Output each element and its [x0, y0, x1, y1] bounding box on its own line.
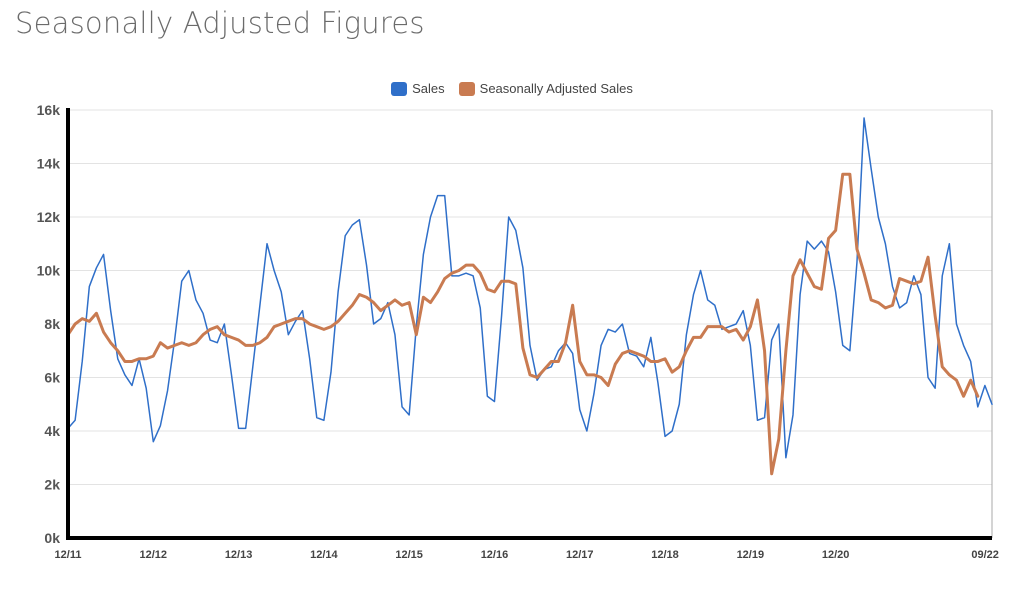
x-tick-label: 12/11 [55, 549, 82, 561]
y-tick-label: 14k [37, 156, 61, 172]
y-tick-label: 0k [44, 530, 60, 546]
chart-legend: Sales Seasonally Adjusted Sales [0, 81, 1024, 96]
y-tick-label: 16k [37, 102, 61, 118]
x-tick-label: 12/14 [310, 549, 338, 561]
x-tick-label: 12/13 [225, 549, 253, 561]
x-tick-label: 12/12 [140, 549, 168, 561]
legend-swatch-seasonally-adjusted [458, 81, 475, 96]
legend-item-sales[interactable]: Sales [391, 81, 445, 96]
legend-label-sales: Sales [412, 81, 445, 96]
y-tick-label: 8k [44, 316, 60, 332]
x-tick-label: 12/19 [737, 549, 765, 561]
y-tick-label: 2k [44, 477, 60, 493]
legend-label-seasonally-adjusted: Seasonally Adjusted Sales [479, 81, 633, 96]
x-tick-label: 12/15 [395, 549, 423, 561]
x-tick-label: 09/22 [971, 549, 999, 561]
x-tick-label: 12/18 [651, 549, 679, 561]
series-line-seasonally-adjusted [66, 172, 980, 476]
series-line-sales [67, 117, 993, 459]
y-tick-label: 6k [44, 370, 60, 386]
y-tick-label: 4k [44, 423, 60, 439]
x-tick-label: 12/17 [566, 549, 594, 561]
y-tick-label: 10k [37, 263, 61, 279]
x-tick-label: 12/16 [481, 549, 509, 561]
chart-title: Seasonally Adjusted Figures [15, 6, 425, 40]
legend-item-seasonally-adjusted[interactable]: Seasonally Adjusted Sales [458, 81, 633, 96]
y-tick-label: 12k [37, 209, 61, 225]
legend-swatch-sales [391, 81, 408, 96]
x-tick-label: 12/20 [822, 549, 850, 561]
